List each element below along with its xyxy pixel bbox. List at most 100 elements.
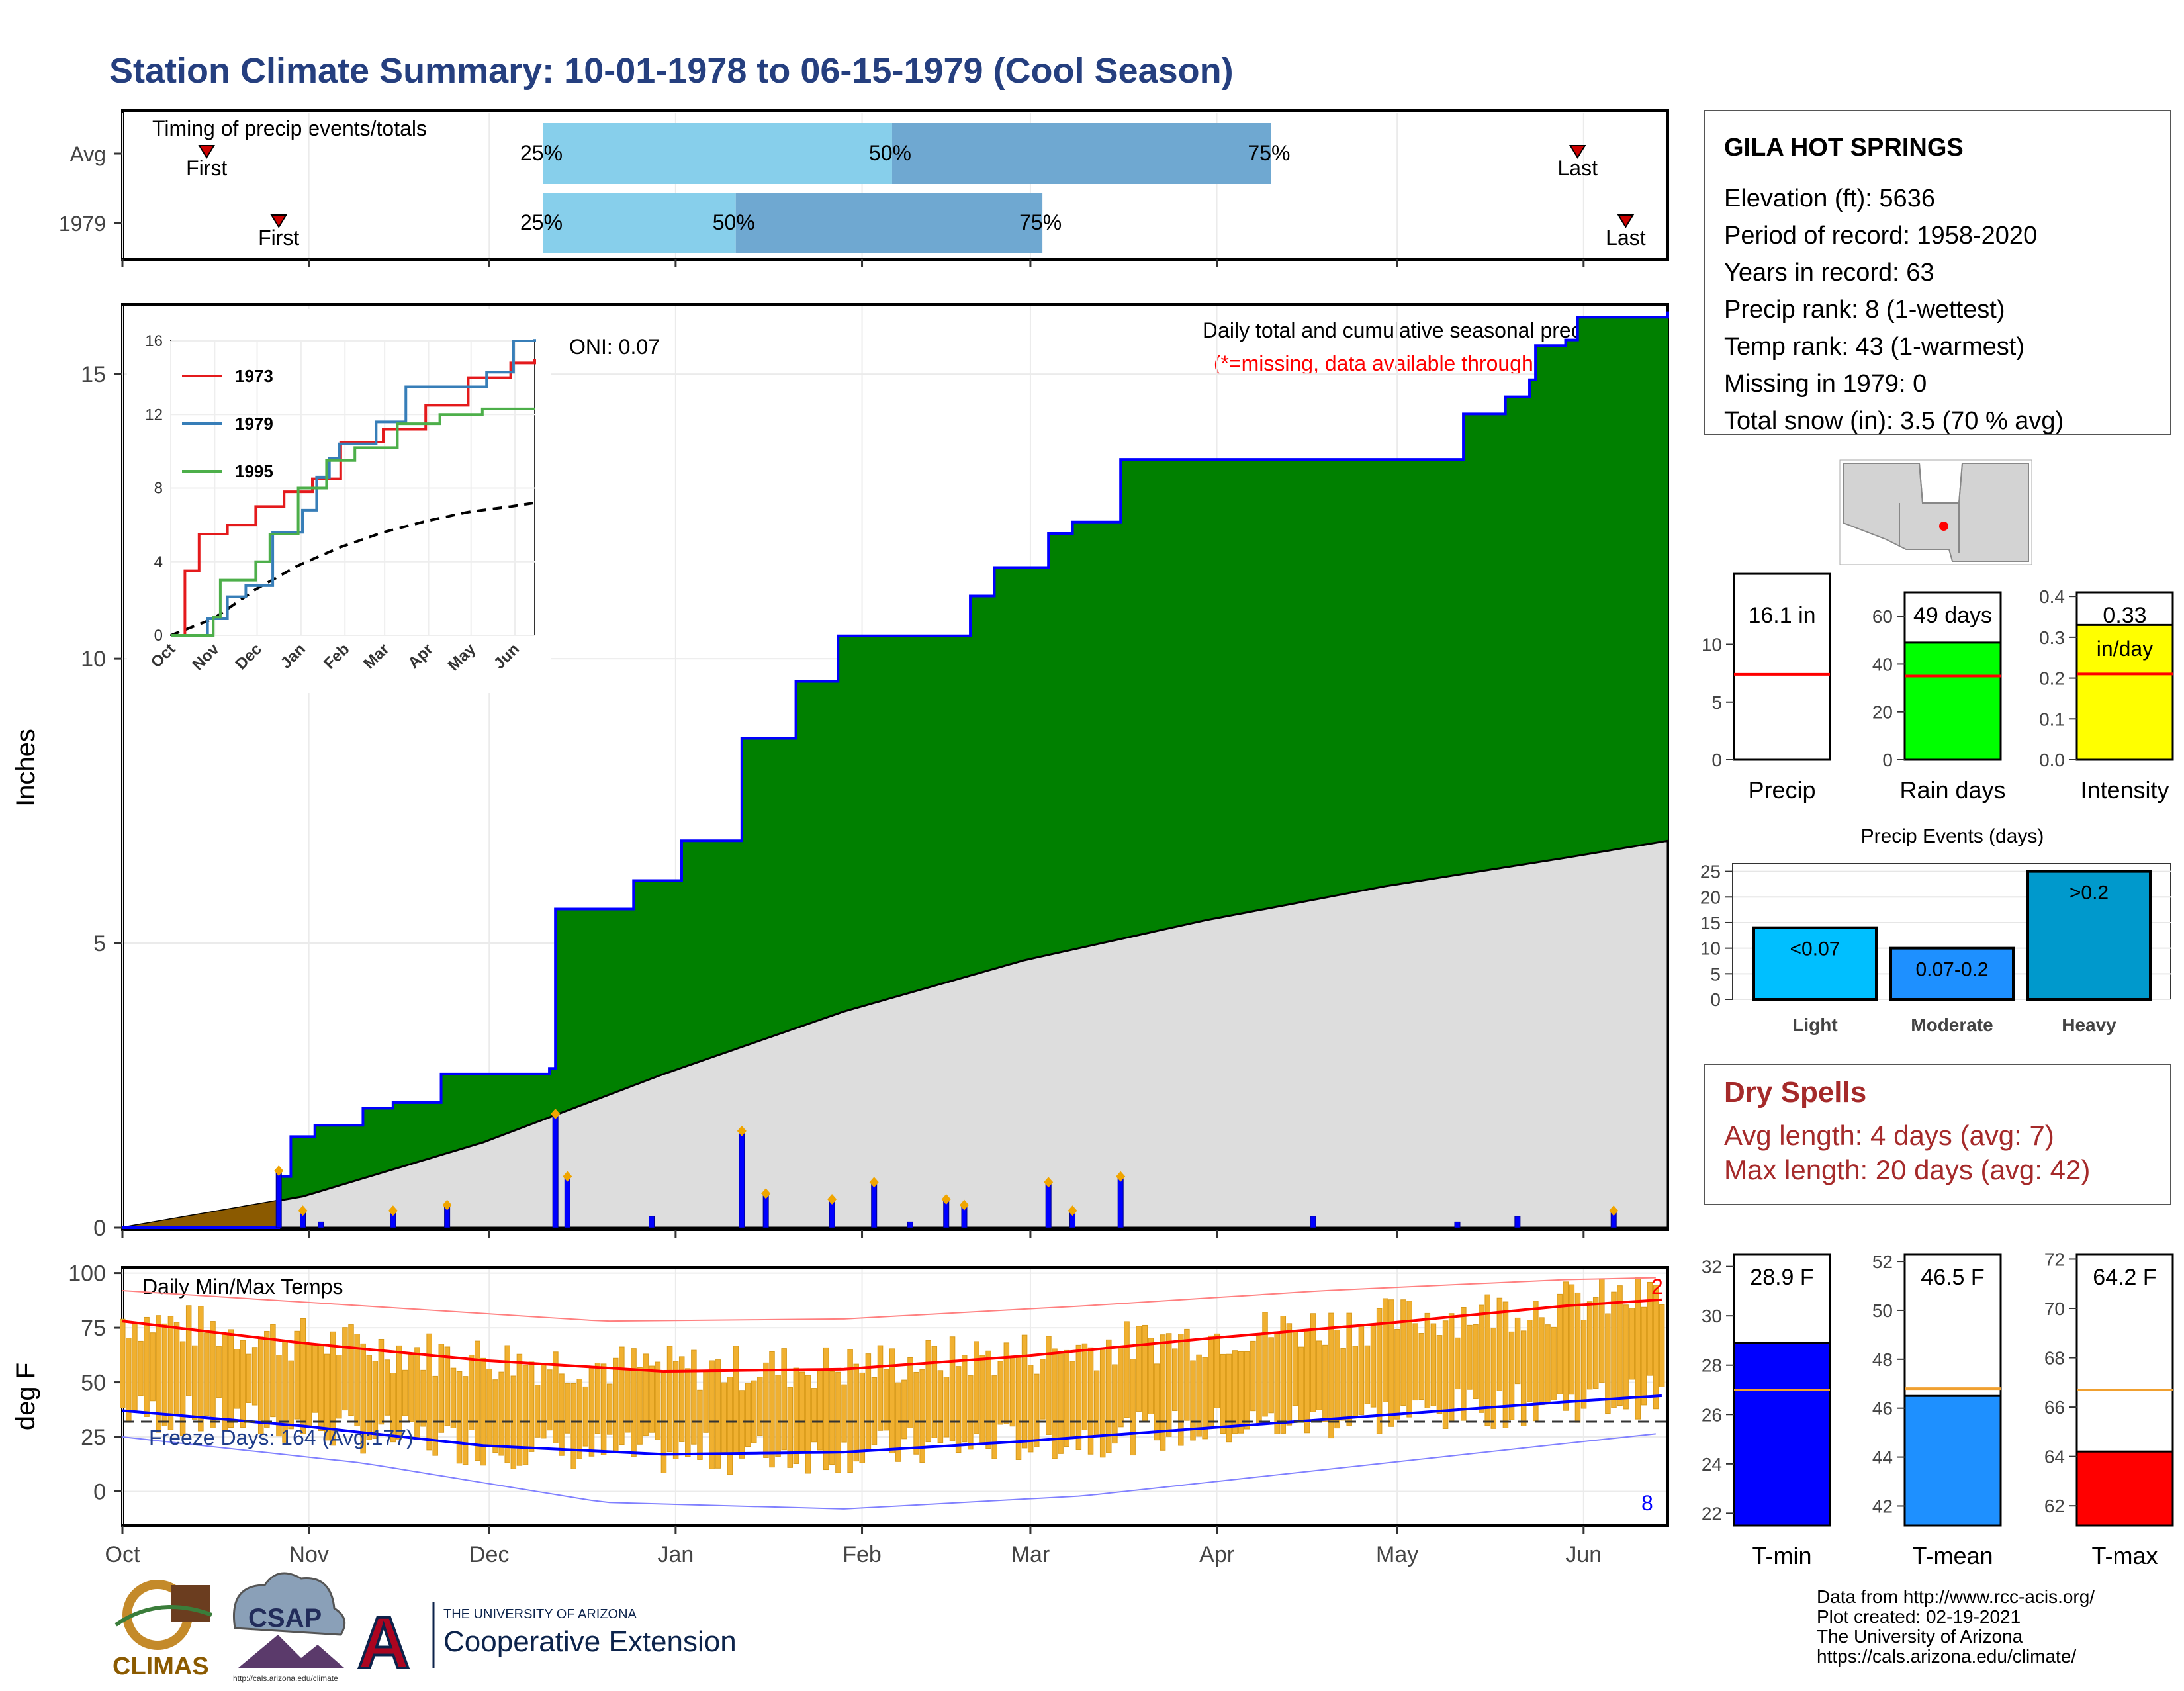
daily-temp-bar — [1075, 1344, 1082, 1450]
daily-temp-bar — [1106, 1339, 1112, 1453]
daily-temp-bar — [475, 1340, 480, 1461]
temp-title: Daily Min/Max Temps — [142, 1275, 343, 1299]
daily-temp-bar — [1154, 1363, 1160, 1441]
daily-temp-bar — [907, 1357, 913, 1428]
daily-temp-bar — [1557, 1293, 1563, 1394]
small-chart-ytick-label: 40 — [1872, 654, 1893, 674]
daily-temp-bar — [1508, 1331, 1515, 1420]
month-axis-label: Jan — [657, 1542, 694, 1567]
daily-temp-bar — [1093, 1370, 1100, 1438]
daily-temp-bar — [643, 1353, 649, 1436]
daily-temp-bar — [913, 1371, 919, 1455]
timing-p25-label: 25% — [520, 210, 563, 234]
station-info-line: Precip rank: 8 (1-wettest) — [1724, 296, 2005, 324]
daily-precip-marker — [761, 1188, 771, 1199]
avg-high-line — [122, 1298, 1662, 1373]
daily-precip-bar — [1454, 1221, 1461, 1228]
daily-temp-bar — [961, 1355, 968, 1443]
daily-temp-bar — [672, 1361, 679, 1459]
daily-temp-bar — [276, 1355, 282, 1437]
temp-panel: Daily Min/Max Temps deg F 0 25 50 75 100 Free… — [11, 1261, 1669, 1567]
daily-temp-bar — [161, 1323, 168, 1426]
daily-temp-bar — [1003, 1342, 1010, 1424]
daily-temp-bar — [257, 1336, 264, 1435]
temp-ytick-label: 25 — [81, 1425, 106, 1450]
daily-temp-bar — [1226, 1353, 1232, 1443]
precip-ytick-label: 5 — [93, 931, 106, 956]
daily-temp-bar — [901, 1379, 907, 1440]
daily-precip-bar — [739, 1130, 745, 1228]
daily-temp-bar — [222, 1333, 228, 1432]
small-chart-bar — [1733, 572, 1831, 761]
precip-ytick-label: 15 — [81, 362, 106, 387]
daily-temp-bar — [931, 1346, 938, 1438]
daily-temp-bar — [486, 1368, 492, 1447]
small-chart-bar — [1903, 641, 2002, 761]
daily-temp-bar — [264, 1330, 270, 1428]
climas-logo: CLIMAS — [113, 1580, 213, 1680]
daily-temp-bar — [1214, 1333, 1220, 1408]
timing-bar-q1 — [543, 193, 736, 253]
page-title: Station Climate Summary: 10-01-1978 to 0… — [109, 51, 1234, 91]
small-chart-ytick-label: 0.4 — [2039, 586, 2065, 607]
precip-events-title: Precip Events (days) — [1861, 825, 2044, 847]
timing-row-label: Avg — [69, 142, 106, 166]
small-chart-ytick-label: 0.1 — [2039, 709, 2065, 729]
daily-temp-bar — [1388, 1299, 1394, 1427]
daily-temp-bar — [504, 1345, 510, 1463]
daily-temp-bar — [841, 1384, 847, 1443]
small-chart-ytick-label: 0 — [1711, 750, 1722, 770]
daily-temp-bar — [823, 1347, 829, 1471]
daily-temp-bar — [1130, 1359, 1136, 1456]
timing-p50-label: 50% — [713, 210, 755, 234]
daily-temp-bar — [251, 1347, 258, 1406]
small-chart-ytick-label: 24 — [1702, 1454, 1722, 1475]
daily-temp-bar — [120, 1318, 126, 1408]
csap-logo-text: CSAP — [248, 1604, 322, 1633]
daily-temp-bar — [1124, 1321, 1130, 1418]
small-chart-precip_total: 0 5 10 16.1 in Precip — [1702, 572, 1831, 803]
daily-temp-bar — [655, 1361, 661, 1440]
daily-temp-bar — [300, 1318, 306, 1434]
daily-temp-bar — [1286, 1323, 1293, 1426]
timing-bar-q2 — [735, 193, 1043, 253]
daily-temp-bar — [1021, 1334, 1028, 1449]
daily-temp-bar — [498, 1371, 504, 1456]
daily-temp-bar — [805, 1375, 811, 1474]
daily-temp-bar — [126, 1338, 132, 1423]
daily-temp-bar — [709, 1360, 715, 1469]
inset-ytick-label: 4 — [154, 553, 163, 571]
daily-temp-bar — [1370, 1325, 1377, 1408]
daily-temp-bar — [559, 1373, 565, 1456]
precip-events-category: Light — [1792, 1015, 1837, 1035]
small-chart-value-label: 49 days — [1913, 603, 1992, 628]
timing-p75-label: 75% — [1019, 210, 1062, 234]
precip-events-ytick-label: 25 — [1700, 862, 1721, 882]
daily-temp-bar — [288, 1360, 294, 1430]
daily-temp-bar — [414, 1347, 420, 1440]
daily-temp-bar — [1520, 1330, 1527, 1426]
daily-precip-marker — [563, 1171, 572, 1182]
daily-precip-bar — [1310, 1216, 1316, 1228]
daily-temp-bar — [1545, 1324, 1551, 1404]
climas-logo-text: CLIMAS — [113, 1653, 209, 1680]
daily-temp-bar — [1617, 1285, 1623, 1406]
daily-temp-bar — [877, 1345, 884, 1431]
daily-temp-bar — [192, 1345, 198, 1420]
small-chart-category: T-min — [1752, 1542, 1812, 1569]
month-axis-label: Feb — [842, 1542, 882, 1567]
daily-temp-bar — [1316, 1340, 1322, 1410]
daily-precip-marker — [1116, 1171, 1126, 1182]
temp-ytick-label: 0 — [93, 1480, 106, 1505]
daily-temp-bar — [1484, 1294, 1490, 1426]
daily-temp-bar — [324, 1353, 330, 1441]
station-info-line: Period of record: 1958-2020 — [1724, 222, 2037, 250]
daily-precip-marker — [298, 1205, 308, 1216]
daily-temp-bar — [216, 1346, 222, 1398]
daily-precip-marker — [442, 1199, 452, 1211]
small-chart-ytick-label: 46 — [1872, 1398, 1893, 1419]
daily-temp-bar — [198, 1306, 204, 1432]
daily-precip-marker — [827, 1194, 837, 1205]
daily-temp-bar — [666, 1346, 673, 1453]
record-low-line — [122, 1433, 1656, 1510]
